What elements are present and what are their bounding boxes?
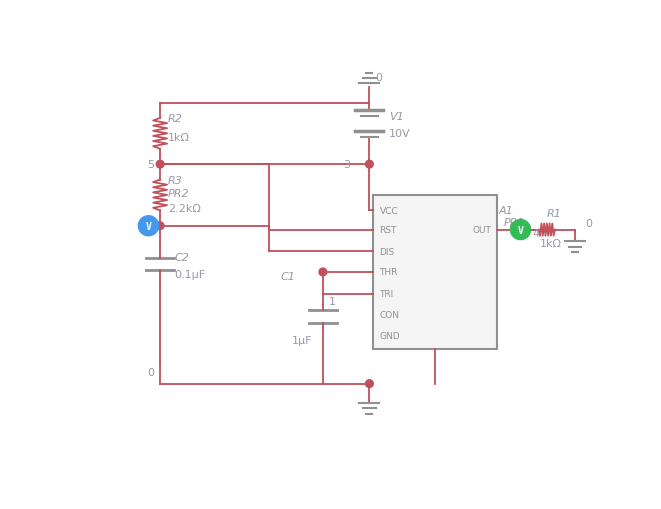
Text: V1: V1 bbox=[389, 111, 403, 122]
Text: 1kΩ: 1kΩ bbox=[168, 133, 190, 143]
Text: 1: 1 bbox=[329, 297, 336, 306]
Circle shape bbox=[138, 216, 159, 236]
Text: GND: GND bbox=[379, 332, 400, 341]
Text: THR: THR bbox=[379, 268, 398, 277]
Circle shape bbox=[510, 220, 531, 240]
Text: R1: R1 bbox=[547, 208, 562, 218]
Text: R2: R2 bbox=[168, 114, 182, 124]
Text: 4: 4 bbox=[532, 229, 539, 239]
Text: V: V bbox=[518, 225, 524, 235]
Circle shape bbox=[319, 269, 327, 276]
Text: DIS: DIS bbox=[379, 247, 395, 256]
Text: 0.1μF: 0.1μF bbox=[174, 270, 205, 280]
Text: 0: 0 bbox=[585, 219, 592, 229]
Text: VCC: VCC bbox=[379, 207, 398, 215]
Text: 5: 5 bbox=[147, 160, 154, 170]
Text: A1: A1 bbox=[499, 206, 514, 216]
Circle shape bbox=[156, 161, 164, 168]
Text: TRI: TRI bbox=[379, 290, 394, 298]
Circle shape bbox=[366, 380, 373, 388]
Text: 1μF: 1μF bbox=[292, 335, 313, 345]
Text: C1: C1 bbox=[280, 271, 295, 281]
Text: R3: R3 bbox=[168, 175, 182, 185]
Text: 0: 0 bbox=[147, 367, 154, 377]
Text: 2.2kΩ: 2.2kΩ bbox=[168, 204, 201, 214]
Text: 1kΩ: 1kΩ bbox=[540, 239, 562, 249]
Text: 10V: 10V bbox=[389, 129, 410, 139]
Bar bbox=[373, 195, 497, 349]
Text: CON: CON bbox=[379, 310, 399, 319]
Text: V: V bbox=[145, 221, 151, 231]
Text: PR2: PR2 bbox=[168, 188, 190, 198]
Circle shape bbox=[156, 222, 164, 230]
Text: PR1: PR1 bbox=[504, 217, 525, 228]
Text: 0: 0 bbox=[375, 73, 383, 83]
Text: RST: RST bbox=[379, 225, 397, 235]
Text: OUT: OUT bbox=[472, 225, 491, 235]
Text: 3: 3 bbox=[343, 160, 350, 170]
Circle shape bbox=[366, 161, 373, 168]
Text: C2: C2 bbox=[174, 252, 189, 262]
